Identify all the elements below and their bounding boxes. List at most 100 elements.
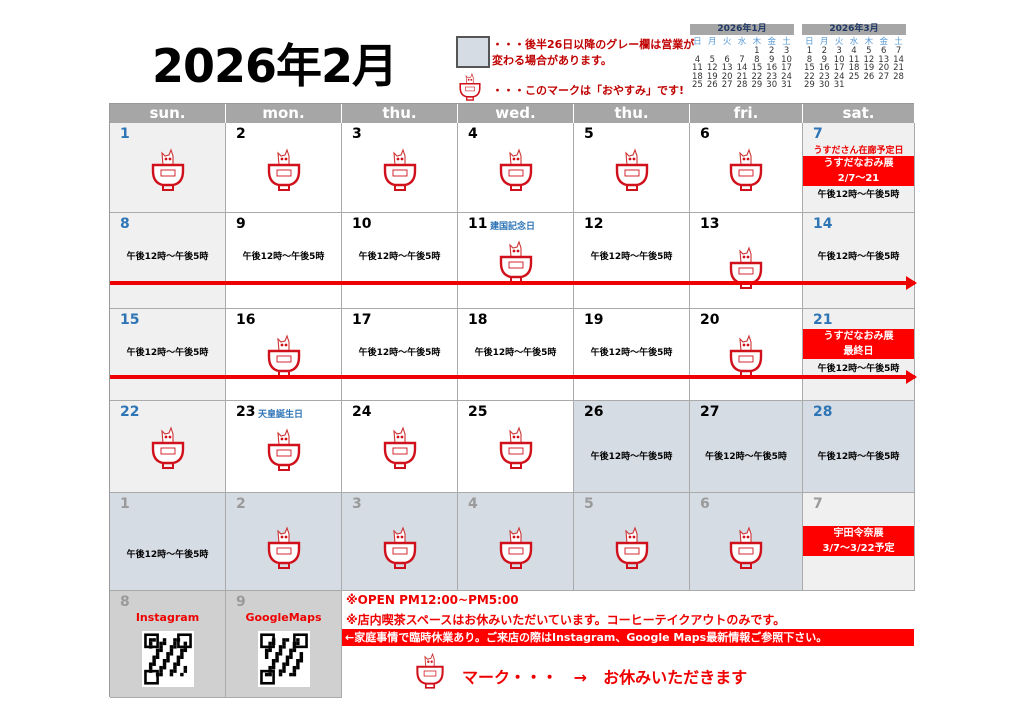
day-cell[interactable]: 3 bbox=[342, 123, 458, 213]
exhibition-banner-line: 宇田令奈展 bbox=[833, 528, 884, 539]
day-number: 20 bbox=[700, 312, 720, 328]
day-cell[interactable]: 9 午後12時～午後5時 bbox=[226, 213, 342, 309]
day-cell[interactable]: 7 うすださん在廊予定日 うすだなおみ展 2/7～21 午後12時～午後5時 bbox=[803, 123, 915, 213]
weekday-header: thu. bbox=[574, 104, 690, 123]
day-cell[interactable]: 5 bbox=[574, 123, 690, 213]
mini-day: 2 bbox=[821, 46, 827, 56]
day-cell[interactable]: 20 bbox=[690, 309, 803, 401]
mini-day: 8 bbox=[806, 54, 813, 65]
mini-day: 19 bbox=[863, 63, 875, 74]
mark-explanation: マーク・・・ → お休みいただきます bbox=[462, 668, 748, 687]
business-hours: 午後12時～午後5時 bbox=[817, 190, 900, 200]
day-cell[interactable]: 17 午後12時～午後5時 bbox=[342, 309, 458, 401]
closed-bowl-icon bbox=[383, 426, 416, 470]
day-number: 7 bbox=[813, 496, 823, 512]
closed-bowl-icon bbox=[267, 334, 300, 378]
day-number: 1 bbox=[120, 126, 130, 142]
day-number: 24 bbox=[352, 404, 372, 420]
mini-day: 22 bbox=[751, 71, 763, 82]
day-cell[interactable]: 1 午後12時～午後5時 bbox=[110, 493, 226, 591]
mini-day: 14 bbox=[893, 54, 904, 65]
day-cell[interactable]: 4 bbox=[458, 123, 574, 213]
mini-day: 7 bbox=[895, 46, 902, 56]
day-cell[interactable]: 6 bbox=[690, 123, 803, 213]
day-cell[interactable]: 28 午後12時～午後5時 bbox=[803, 401, 915, 493]
business-hours: 午後12時～午後5時 bbox=[358, 252, 441, 262]
mini-day: 13 bbox=[878, 54, 890, 65]
day-cell[interactable]: 11 建国記念日 bbox=[458, 213, 574, 309]
day-cell[interactable]: 3 bbox=[342, 493, 458, 591]
day-number: 14 bbox=[813, 216, 833, 232]
day-cell[interactable]: 12 午後12時～午後5時 bbox=[574, 213, 690, 309]
day-number: 3 bbox=[352, 496, 362, 512]
day-cell[interactable]: 26 午後12時～午後5時 bbox=[574, 401, 690, 493]
mini-day: 4 bbox=[694, 54, 701, 65]
day-cell[interactable]: 5 bbox=[574, 493, 690, 591]
mini-day: 6 bbox=[881, 46, 887, 56]
mini-day: 17 bbox=[781, 63, 792, 74]
day-cell[interactable]: 13 bbox=[690, 213, 803, 309]
mini-day: 23 bbox=[818, 71, 830, 82]
day-cell[interactable]: 21 うすだなおみ展 最終日 午後12時～午後5時 bbox=[803, 309, 915, 401]
day-cell[interactable]: 6 bbox=[690, 493, 803, 591]
day-cell[interactable]: 27 午後12時～午後5時 bbox=[690, 401, 803, 493]
day-number: 2 bbox=[236, 496, 246, 512]
mini-day: 10 bbox=[833, 54, 845, 65]
mini-day: 16 bbox=[818, 63, 830, 74]
day-number: 4 bbox=[468, 496, 478, 512]
day-cell[interactable]: 25 bbox=[458, 401, 574, 493]
day-number: 21 bbox=[813, 312, 833, 328]
qr-cell[interactable]: 8 Instagram bbox=[110, 591, 226, 698]
cafe-notice-text: ※店内喫茶スペースはお休みいただいています。コーヒーテイクアウトのみです。 bbox=[346, 613, 786, 627]
day-number: 5 bbox=[584, 496, 594, 512]
qr-code-icon[interactable] bbox=[141, 631, 194, 687]
day-cell[interactable]: 18 午後12時～午後5時 bbox=[458, 309, 574, 401]
day-number: 9 bbox=[236, 594, 246, 610]
exhibition-banner-line: 2/7～21 bbox=[837, 173, 880, 184]
day-cell[interactable]: 19 午後12時～午後5時 bbox=[574, 309, 690, 401]
day-cell[interactable]: 4 bbox=[458, 493, 574, 591]
exhibition-banner-line: うすだなおみ展 bbox=[823, 158, 894, 169]
day-cell[interactable]: 7 宇田令奈展 3/7～3/22予定 bbox=[803, 493, 915, 591]
mini-day: 4 bbox=[851, 46, 857, 56]
day-number: 15 bbox=[120, 312, 140, 328]
day-number: 6 bbox=[700, 496, 710, 512]
mini-day: 15 bbox=[804, 63, 815, 74]
qr-label: GoogleMaps bbox=[245, 611, 322, 624]
day-cell[interactable]: 8 午後12時～午後5時 bbox=[110, 213, 226, 309]
mini-day: 17 bbox=[833, 63, 845, 74]
exhibition-banner-line: 最終日 bbox=[843, 346, 874, 357]
qr-cell[interactable]: 9 GoogleMaps bbox=[226, 591, 342, 698]
day-cell[interactable]: 2 bbox=[226, 123, 342, 213]
day-number: 25 bbox=[468, 404, 488, 420]
day-number: 8 bbox=[120, 216, 130, 232]
day-cell[interactable]: 16 bbox=[226, 309, 342, 401]
day-cell[interactable]: 23 天皇誕生日 bbox=[226, 401, 342, 493]
mini-weekday: 水 bbox=[849, 37, 859, 47]
day-number: 28 bbox=[813, 404, 833, 420]
mini-day: 25 bbox=[692, 80, 703, 91]
page-title: 2026年2月 bbox=[152, 39, 398, 93]
day-cell[interactable]: 2 bbox=[226, 493, 342, 591]
business-hours: 午後12時～午後5時 bbox=[474, 348, 557, 358]
day-cell[interactable]: 1 bbox=[110, 123, 226, 213]
day-cell[interactable]: 24 bbox=[342, 401, 458, 493]
mini-day: 15 bbox=[751, 63, 763, 74]
day-cell[interactable]: 14 午後12時～午後5時 bbox=[803, 213, 915, 309]
mini-calendar-title: 2026年1月 bbox=[690, 24, 794, 35]
business-hours: 午後12時～午後5時 bbox=[817, 364, 900, 374]
exhibition-banner: 宇田令奈展 3/7～3/22予定 bbox=[803, 526, 914, 556]
day-cell[interactable]: 10 午後12時～午後5時 bbox=[342, 213, 458, 309]
mini-day: 16 bbox=[766, 63, 778, 74]
qr-code-icon[interactable] bbox=[257, 631, 310, 687]
closed-bowl-icon bbox=[267, 148, 300, 192]
closed-bowl-icon bbox=[267, 428, 300, 472]
closed-mark-legend-text: ・・・このマークは「おやすみ」です! bbox=[492, 84, 685, 97]
mini-weekday: 金 bbox=[767, 37, 776, 47]
mini-weekday: 火 bbox=[722, 37, 732, 47]
day-cell[interactable]: 22 bbox=[110, 401, 226, 493]
day-cell[interactable]: 15 午後12時～午後5時 bbox=[110, 309, 226, 401]
qr-label: Instagram bbox=[135, 611, 200, 624]
mini-day: 22 bbox=[804, 71, 815, 82]
